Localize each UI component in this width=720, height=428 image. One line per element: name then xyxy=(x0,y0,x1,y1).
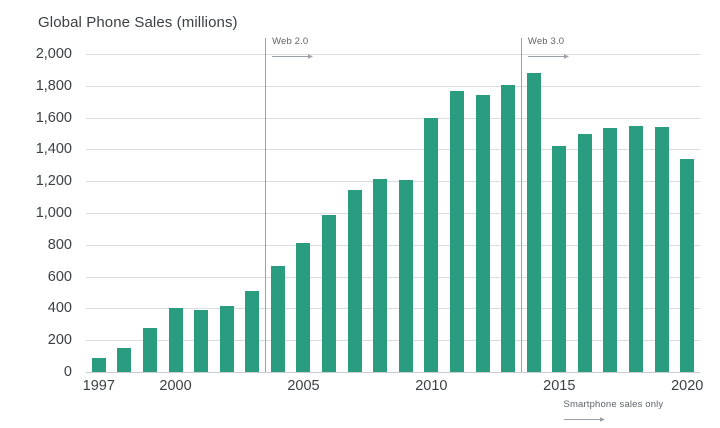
bar[interactable] xyxy=(168,307,183,372)
bar[interactable] xyxy=(91,357,106,372)
x-axis-tick-label: 1997 xyxy=(82,378,115,394)
gridline xyxy=(86,117,700,119)
bar[interactable] xyxy=(219,306,234,372)
footnote-arrow-icon xyxy=(563,410,606,422)
annotation-label: Web 3.0 xyxy=(527,36,565,47)
footnote-label: Smartphone sales only xyxy=(563,399,664,410)
gridline xyxy=(86,213,700,214)
bar[interactable] xyxy=(449,90,464,372)
gridline xyxy=(86,181,700,183)
bar[interactable] xyxy=(475,94,490,372)
y-axis-tick-label: 400 xyxy=(47,300,72,317)
y-axis-tick-label: 1,600 xyxy=(35,109,72,126)
y-axis-tick-label: 1,000 xyxy=(35,205,72,221)
bar[interactable] xyxy=(245,290,260,372)
bar[interactable] xyxy=(322,214,337,372)
gridline xyxy=(86,308,700,310)
x-axis-tick-label: 2005 xyxy=(287,378,320,394)
bar[interactable] xyxy=(142,328,157,372)
annotation-arrow-icon xyxy=(527,47,570,59)
bar[interactable] xyxy=(526,73,541,372)
x-axis-labels: 1997 2000 2005 2010 2015 2020 xyxy=(0,378,720,402)
bar[interactable] xyxy=(398,180,413,372)
bar[interactable] xyxy=(373,178,388,372)
gridline xyxy=(86,149,700,151)
bar[interactable] xyxy=(296,243,311,372)
gridline xyxy=(86,340,700,342)
bar[interactable] xyxy=(552,146,567,372)
bar[interactable] xyxy=(347,189,362,372)
bar[interactable] xyxy=(117,348,132,372)
gridline xyxy=(86,372,700,373)
y-axis-tick-label: 200 xyxy=(47,332,72,349)
gridline xyxy=(86,244,700,246)
x-axis-tick-label: 2000 xyxy=(159,378,192,394)
bar[interactable] xyxy=(424,118,439,372)
bar[interactable] xyxy=(194,310,209,372)
bar[interactable] xyxy=(603,127,618,372)
bar[interactable] xyxy=(270,266,285,372)
y-axis-tick-label: 1,400 xyxy=(35,141,72,158)
x-axis-tick-label: 2015 xyxy=(543,378,576,394)
y-axis-tick-label: 800 xyxy=(47,236,72,253)
plot-area xyxy=(86,54,700,373)
y-axis-tick-label: 1,800 xyxy=(35,77,72,94)
bar[interactable] xyxy=(654,127,669,372)
y-axis-tick-label: 600 xyxy=(47,268,72,285)
bar[interactable] xyxy=(629,125,644,372)
annotation-rule xyxy=(520,38,522,372)
bar[interactable] xyxy=(577,134,592,372)
y-axis-tick-label: 2,000 xyxy=(35,46,72,62)
gridline xyxy=(86,276,700,278)
y-axis-tick-label: 1,200 xyxy=(35,173,72,190)
x-axis-tick-label: 2020 xyxy=(671,378,704,394)
annotation-rule xyxy=(265,38,267,372)
annotation-label: Web 2.0 xyxy=(272,36,309,47)
y-axis-tick-label: 0 xyxy=(63,364,72,380)
page-title: Global Phone Sales (millions) xyxy=(38,14,238,31)
gridline xyxy=(86,85,700,87)
gridline xyxy=(86,54,700,55)
annotation-arrow-icon xyxy=(272,47,314,59)
x-axis-tick-label: 2010 xyxy=(415,378,448,394)
bar[interactable] xyxy=(501,85,516,372)
bar[interactable] xyxy=(680,158,695,372)
